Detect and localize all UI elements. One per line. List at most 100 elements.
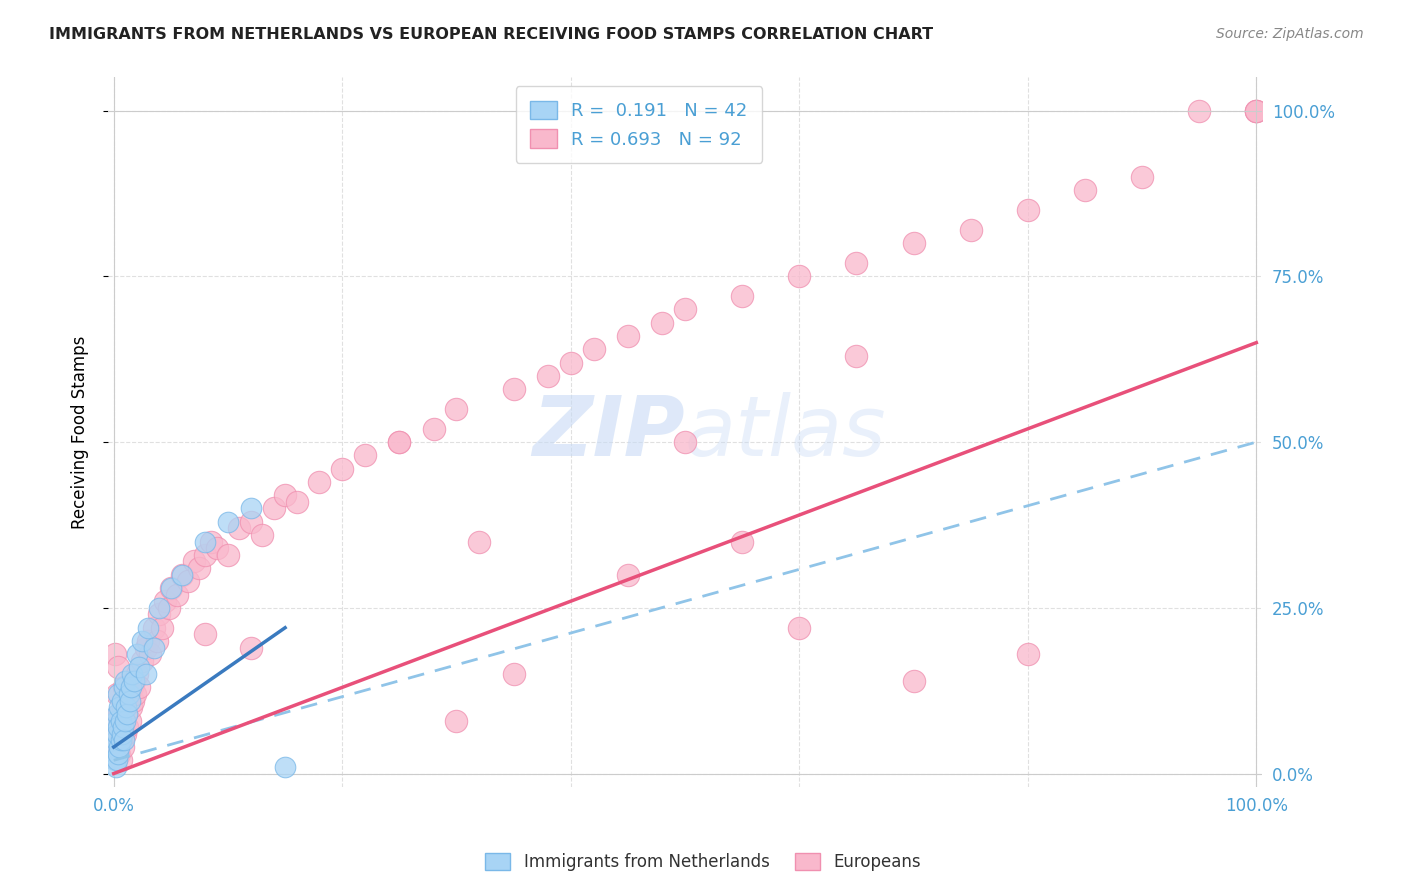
Point — [114, 673, 136, 688]
Point — [111, 740, 134, 755]
Point — [122, 673, 145, 688]
Point — [468, 534, 491, 549]
Point — [148, 607, 170, 622]
Point — [731, 289, 754, 303]
Point — [105, 753, 128, 767]
Point — [160, 581, 183, 595]
Point — [142, 640, 165, 655]
Point — [111, 720, 134, 734]
Point — [104, 714, 127, 728]
Point — [121, 667, 143, 681]
Point — [153, 594, 176, 608]
Point — [115, 706, 138, 721]
Point — [673, 435, 696, 450]
Point — [114, 714, 136, 728]
Point — [1017, 202, 1039, 217]
Point — [136, 621, 159, 635]
Point — [560, 355, 582, 369]
Point — [354, 448, 377, 462]
Point — [114, 693, 136, 707]
Point — [142, 621, 165, 635]
Point — [172, 567, 194, 582]
Point — [105, 687, 128, 701]
Point — [239, 501, 262, 516]
Point — [105, 727, 128, 741]
Point — [108, 740, 131, 755]
Point — [105, 706, 128, 721]
Point — [104, 760, 127, 774]
Point — [112, 714, 135, 728]
Point — [1130, 169, 1153, 184]
Point — [217, 548, 239, 562]
Point — [115, 700, 138, 714]
Point — [125, 647, 148, 661]
Point — [308, 475, 330, 489]
Point — [787, 621, 810, 635]
Point — [731, 534, 754, 549]
Point — [274, 488, 297, 502]
Point — [107, 747, 129, 761]
Point — [110, 733, 132, 747]
Point — [157, 600, 180, 615]
Point — [1246, 103, 1268, 118]
Point — [128, 681, 150, 695]
Point — [1246, 103, 1268, 118]
Point — [114, 727, 136, 741]
Point — [160, 581, 183, 595]
Point — [200, 534, 222, 549]
Point — [903, 236, 925, 251]
Point — [1074, 183, 1097, 197]
Point — [183, 554, 205, 568]
Point — [188, 561, 211, 575]
Text: atlas: atlas — [685, 392, 887, 473]
Point — [194, 548, 217, 562]
Point — [125, 667, 148, 681]
Point — [131, 634, 153, 648]
Point — [111, 693, 134, 707]
Point — [146, 634, 169, 648]
Point — [104, 753, 127, 767]
Point — [139, 647, 162, 661]
Point — [228, 521, 250, 535]
Point — [845, 256, 868, 270]
Point — [112, 733, 135, 747]
Point — [135, 667, 157, 681]
Point — [112, 681, 135, 695]
Point — [108, 706, 131, 721]
Point — [502, 667, 524, 681]
Point — [217, 515, 239, 529]
Point — [582, 343, 605, 357]
Point — [446, 714, 468, 728]
Point — [537, 368, 560, 383]
Point — [172, 567, 194, 582]
Point — [112, 681, 135, 695]
Point — [502, 382, 524, 396]
Point — [128, 660, 150, 674]
Point — [110, 733, 132, 747]
Point — [205, 541, 228, 556]
Y-axis label: Receiving Food Stamps: Receiving Food Stamps — [72, 335, 89, 529]
Point — [111, 700, 134, 714]
Point — [122, 673, 145, 688]
Point — [121, 681, 143, 695]
Point — [252, 528, 274, 542]
Point — [166, 588, 188, 602]
Point — [107, 727, 129, 741]
Point — [422, 422, 444, 436]
Point — [274, 760, 297, 774]
Point — [117, 687, 139, 701]
Point — [107, 687, 129, 701]
Text: ZIP: ZIP — [533, 392, 685, 473]
Point — [239, 640, 262, 655]
Point — [903, 673, 925, 688]
Point — [285, 495, 308, 509]
Point — [104, 733, 127, 747]
Text: Source: ZipAtlas.com: Source: ZipAtlas.com — [1216, 27, 1364, 41]
Point — [617, 329, 640, 343]
Point — [107, 720, 129, 734]
Point — [107, 660, 129, 674]
Point — [111, 727, 134, 741]
Point — [120, 700, 142, 714]
Text: IMMIGRANTS FROM NETHERLANDS VS EUROPEAN RECEIVING FOOD STAMPS CORRELATION CHART: IMMIGRANTS FROM NETHERLANDS VS EUROPEAN … — [49, 27, 934, 42]
Point — [150, 621, 173, 635]
